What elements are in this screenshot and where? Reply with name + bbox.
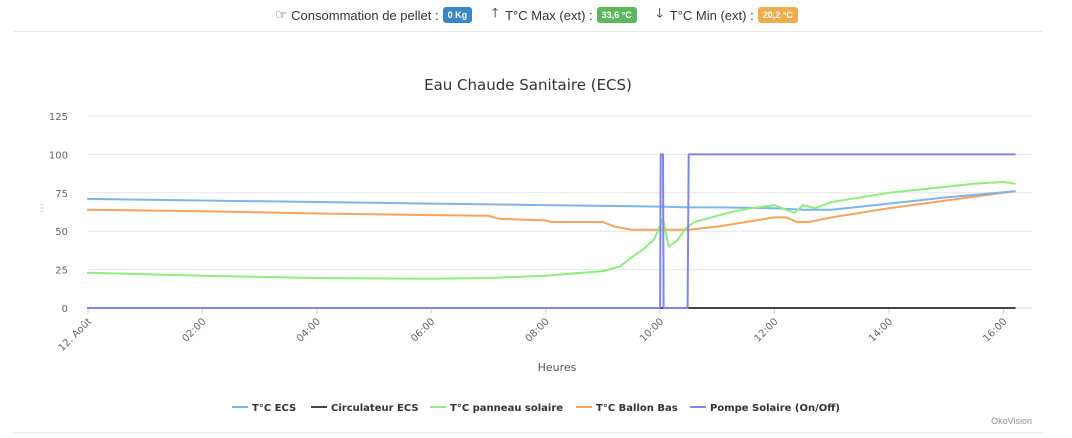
bottom-divider (14, 432, 1042, 433)
summary-bar: ☞ Consommation de pellet : 0 Kg 🡑 T°C Ma… (0, 0, 1072, 30)
x-tick-label: 08:00 (524, 316, 552, 344)
tmax-label: T°C Max (ext) : (505, 7, 593, 23)
x-tick-label: 12. Août (56, 316, 94, 354)
tmin-stat: 🡓 T°C Min (ext) : 20,2 °C (653, 4, 798, 26)
legend-item[interactable]: Circulateur ECS (311, 403, 419, 414)
hand-pointer-icon: ☞ (275, 7, 287, 22)
legend-label: Pompe Solaire (On/Off) (710, 403, 840, 414)
x-axis: 12. Août 02:00 04:00 06:00 08:00 10:00 12:00 14… (56, 308, 1010, 354)
series-line (87, 181, 1016, 280)
y-tick-label: 50 (55, 227, 68, 238)
x-tick-label: 04:00 (295, 316, 323, 344)
pellet-stat: ☞ Consommation de pellet : 0 Kg (274, 7, 473, 23)
arrow-down-icon: 🡓 (656, 5, 664, 20)
x-axis-label: Heures (538, 361, 577, 374)
chart-title: Eau Chaude Sanitaire (ECS) (424, 76, 632, 94)
legend-item[interactable]: Pompe Solaire (On/Off) (690, 403, 840, 414)
series-line (87, 153, 1016, 309)
arrow-up-icon: 🡑 (491, 5, 499, 20)
x-tick-label: 16:00 (981, 316, 1009, 344)
legend-label: T°C panneau solaire (450, 403, 563, 414)
legend: T°C ECS Circulateur ECS T°C panneau solair… (232, 403, 840, 414)
legend-item[interactable]: T°C Ballon Bas (576, 403, 678, 414)
top-divider (14, 31, 1042, 32)
x-tick-label: 02:00 (180, 316, 208, 344)
tmax-stat: 🡑 T°C Max (ext) : 33,6 °C (488, 4, 637, 26)
y-tick-label: 0 (62, 304, 68, 315)
series-lines (87, 153, 1016, 309)
y-tick-label: 75 (55, 189, 68, 200)
tmin-label: T°C Min (ext) : (669, 7, 754, 23)
pellet-label: Consommation de pellet : (291, 7, 439, 23)
x-tick-label: 14:00 (867, 316, 895, 344)
y-tick-label: 25 (55, 266, 68, 277)
x-tick-label: 10:00 (638, 316, 666, 344)
tmin-badge: 20,2 °C (757, 7, 798, 23)
y-axis-ticks: 0 25 50 75 100 125 (49, 112, 68, 315)
y-tick-label: 125 (49, 112, 68, 123)
x-tick-label: 06:00 (409, 316, 437, 344)
series-line (87, 190, 1016, 231)
legend-label: Circulateur ECS (331, 403, 419, 414)
legend-label: T°C Ballon Bas (596, 403, 678, 414)
y-tick-label: 100 (49, 150, 68, 161)
legend-item[interactable]: T°C panneau solaire (430, 403, 563, 414)
tmax-badge: 33,6 °C (596, 7, 637, 23)
credit-label[interactable]: OkoVision (991, 416, 1032, 426)
chart-menu-icon[interactable]: ⋮ (37, 203, 47, 214)
legend-item[interactable]: T°C ECS (232, 403, 296, 414)
x-tick-label: 12:00 (753, 316, 781, 344)
pellet-badge: 0 Kg (442, 7, 473, 23)
legend-label: T°C ECS (252, 403, 296, 414)
